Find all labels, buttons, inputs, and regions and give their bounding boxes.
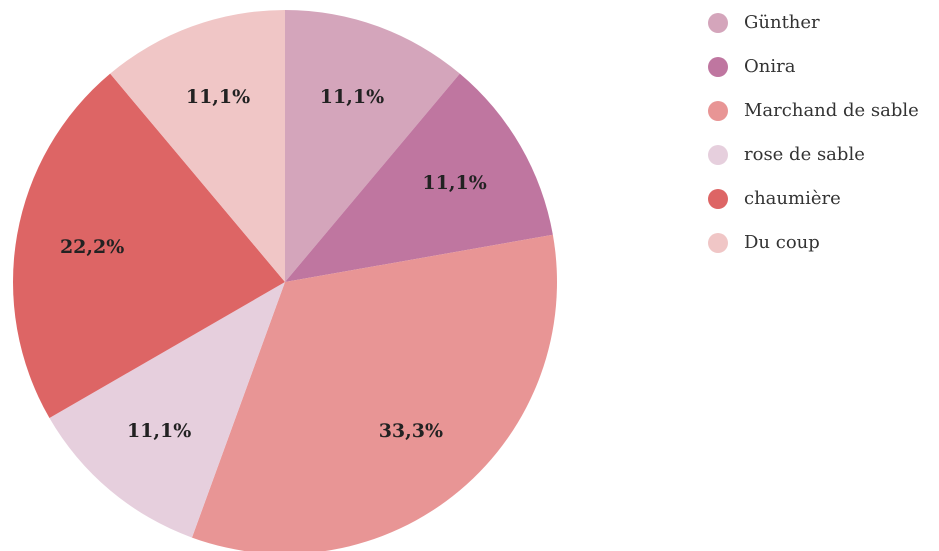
- legend-marker: [708, 101, 728, 121]
- legend-marker: [708, 189, 728, 209]
- legend-label: Günther: [744, 12, 820, 33]
- slice-label: 22,2%: [60, 236, 124, 258]
- legend-label: chaumière: [744, 188, 841, 209]
- legend-label: Onira: [744, 56, 796, 77]
- legend-label: Du coup: [744, 232, 820, 253]
- slice-label: 11,1%: [320, 86, 384, 108]
- legend-marker: [708, 57, 728, 77]
- page: 11,1% 11,1% 33,3% 11,1% 22,2% 11,1% Günther Oni…: [0, 0, 939, 551]
- legend-label: rose de sable: [744, 144, 865, 165]
- slice-label: 11,1%: [422, 172, 486, 194]
- legend-marker: [708, 233, 728, 253]
- chart: 11,1% 11,1% 33,3% 11,1% 22,2% 11,1% Günther Oni…: [0, 0, 939, 551]
- slice-label: 33,3%: [379, 420, 443, 442]
- legend-marker: [708, 145, 728, 165]
- slice-label: 11,1%: [127, 420, 191, 442]
- legend-label: Marchand de sable: [744, 100, 919, 121]
- slice-label: 11,1%: [186, 86, 250, 108]
- legend-marker: [708, 13, 728, 33]
